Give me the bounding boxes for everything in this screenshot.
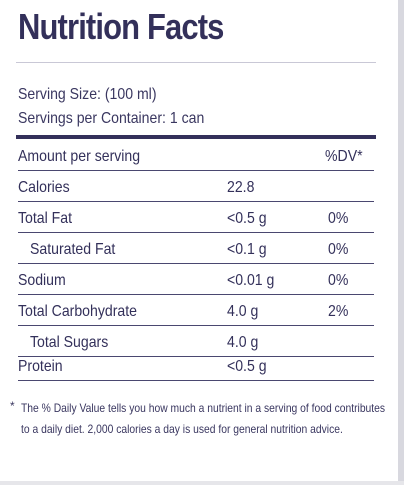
nutrient-row-sodium: Sodium <0.01 g 0% xyxy=(18,264,374,295)
dv-header: %DV* xyxy=(325,148,363,165)
amount-per-serving-header: Amount per serving xyxy=(18,148,141,165)
nutrient-name: Total Carbohydrate xyxy=(18,303,137,320)
nutrient-dv: 2% xyxy=(328,303,349,320)
nutrient-amount: 4.0 g xyxy=(227,303,259,320)
page-edge-bottom xyxy=(0,481,404,485)
nutrient-row-calories: Calories 22.8 xyxy=(18,171,374,202)
table-header-row: Amount per serving %DV* xyxy=(18,140,374,171)
nutrient-name: Total Sugars xyxy=(30,334,109,351)
serving-size-text: Serving Size: (100 ml) xyxy=(18,86,157,103)
nutrient-amount: 22.8 xyxy=(227,179,255,196)
page-edge-right xyxy=(398,0,404,485)
nutrient-dv: 0% xyxy=(328,241,349,258)
nutrient-dv: 0% xyxy=(328,210,349,227)
title-divider xyxy=(16,62,376,63)
nutrient-amount: 4.0 g xyxy=(227,334,259,351)
footnote-line: to a daily diet. 2,000 calories a day is… xyxy=(21,422,343,436)
nutrient-amount: <0.01 g xyxy=(227,272,275,289)
nutrient-dv: 0% xyxy=(328,272,349,289)
footnote-line: The % Daily Value tells you how much a n… xyxy=(21,401,386,415)
nutrient-amount: <0.1 g xyxy=(227,241,267,258)
nutrient-amount: <0.5 g xyxy=(227,210,267,227)
nutrition-facts-title: Nutrition Facts xyxy=(18,6,224,47)
footnote-marker: * xyxy=(10,399,15,413)
nutrient-row-saturated-fat: Saturated Fat <0.1 g 0% xyxy=(18,233,374,264)
nutrient-name: Sodium xyxy=(18,272,66,289)
nutrient-name: Total Fat xyxy=(18,210,72,227)
nutrient-name: Saturated Fat xyxy=(30,241,116,258)
daily-value-footnote: * The % Daily Value tells you how much a… xyxy=(10,398,386,440)
nutrient-row-protein: Protein <0.5 g xyxy=(18,352,374,381)
nutrient-name: Protein xyxy=(18,358,63,375)
nutrient-amount: <0.5 g xyxy=(227,358,267,375)
nutrient-row-total-sugars: Total Sugars 4.0 g xyxy=(18,326,374,357)
servings-per-container-text: Servings per Container: 1 can xyxy=(18,110,205,127)
serving-divider xyxy=(16,135,376,139)
nutrient-row-total-carbohydrate: Total Carbohydrate 4.0 g 2% xyxy=(18,295,374,326)
nutrient-row-total-fat: Total Fat <0.5 g 0% xyxy=(18,202,374,233)
nutrient-name: Calories xyxy=(18,179,70,196)
